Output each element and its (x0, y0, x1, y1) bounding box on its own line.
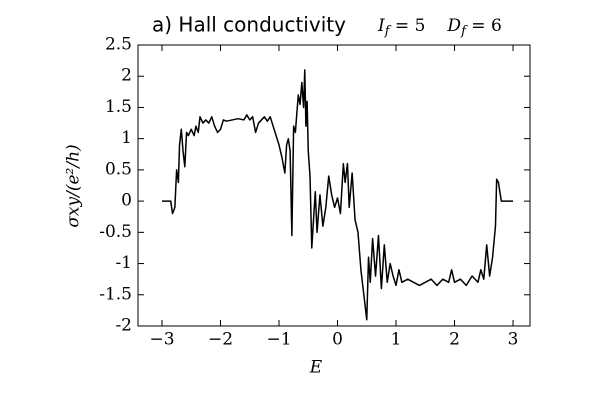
x-tick-label: −2 (208, 330, 233, 350)
x-tick-label: −3 (149, 330, 174, 350)
title-params: If = 5 Df = 6 (377, 16, 502, 39)
x-tick-label: 1 (391, 330, 402, 350)
param-value: 5 (415, 16, 426, 36)
y-tick-label: -0.5 (99, 222, 132, 242)
x-tick-label: −1 (266, 330, 291, 350)
y-tick-label: -1 (115, 253, 132, 273)
y-tick-label: -1.5 (99, 284, 132, 304)
y-tick-label: 0 (121, 191, 132, 211)
x-axis-label: E (309, 358, 323, 378)
y-tick-label: 0.5 (105, 159, 132, 179)
x-tick-label: 2 (449, 330, 460, 350)
plot-frame (137, 44, 531, 327)
y-tick-label: 1.5 (105, 97, 132, 117)
data-line (161, 69, 514, 321)
x-tick-label: 0 (332, 330, 343, 350)
param-subscript: f (384, 24, 392, 39)
y-tick-label: 2 (121, 66, 132, 86)
y-tick-label: 1 (121, 128, 132, 148)
y-tick-label: -2 (115, 316, 132, 336)
param-symbol: I (377, 16, 385, 36)
param-subscript: f (460, 24, 468, 39)
chart-title: a) Hall conductivity (152, 13, 346, 37)
y-axis-label: σxy/(e²/h) (64, 144, 84, 227)
param-equals: = (390, 16, 415, 36)
param-equals: = (466, 16, 491, 36)
param-value: 6 (491, 16, 502, 36)
param-symbol: D (446, 16, 461, 36)
x-tick-label: 3 (508, 330, 519, 350)
y-tick-label: 2.5 (105, 35, 132, 55)
